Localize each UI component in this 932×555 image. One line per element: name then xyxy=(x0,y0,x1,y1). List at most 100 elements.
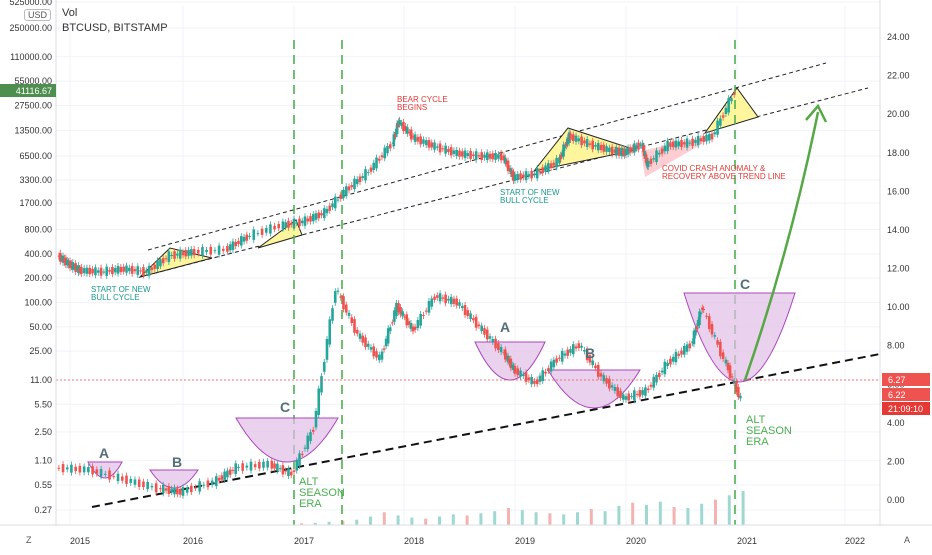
btc-candle xyxy=(60,257,63,259)
btc-candle xyxy=(460,151,464,157)
alt-candle xyxy=(594,365,597,369)
btc-candle xyxy=(682,142,686,145)
btc-candle xyxy=(298,218,301,227)
auto-scale-toggle[interactable]: A xyxy=(904,535,910,545)
btc-candle xyxy=(153,264,157,269)
btc-candle xyxy=(441,148,445,150)
btc-candle xyxy=(477,155,481,157)
alt-candle xyxy=(65,467,69,470)
annotation-start-bull-1: START OF NEW BULL CYCLE xyxy=(91,285,151,302)
alt-candle xyxy=(262,461,265,468)
volume-bar xyxy=(520,510,524,525)
volume-bar xyxy=(714,499,717,525)
zoom-toggle[interactable]: Z xyxy=(26,535,32,545)
alt-candle xyxy=(494,338,497,349)
btc-candle xyxy=(427,139,431,148)
btc-candle xyxy=(406,127,409,134)
alt-candle xyxy=(249,461,253,471)
currency-badge[interactable]: USD xyxy=(24,9,52,21)
btc-candle xyxy=(555,157,558,168)
alt-candle xyxy=(154,483,158,493)
btc-candle xyxy=(502,155,506,161)
alt-candle xyxy=(707,316,711,330)
alt-candle xyxy=(535,379,539,385)
right-axis-tick: 12.00 xyxy=(887,264,910,274)
annotation-covid: COVID CRASH ANOMALY & RECOVERY ABOVE TREN… xyxy=(662,164,786,181)
alt-candle xyxy=(333,291,337,303)
alt-candle xyxy=(436,295,439,298)
alt-candle xyxy=(322,361,326,372)
alt-candle xyxy=(116,473,120,482)
btc-candle xyxy=(164,258,168,260)
btc-candle xyxy=(727,98,730,113)
time-axis-tick: 2020 xyxy=(626,536,646,546)
alt-candle xyxy=(364,337,367,348)
btc-candle xyxy=(571,134,575,141)
alt-candle xyxy=(505,355,508,358)
btc-candle xyxy=(605,146,608,152)
btc-candle xyxy=(513,174,517,181)
btc-candle xyxy=(295,222,299,224)
volume-bar xyxy=(493,511,497,525)
projection-arrow xyxy=(743,111,820,381)
alt-candle xyxy=(499,346,503,353)
btc-candle xyxy=(181,252,185,256)
btc-candle xyxy=(643,152,647,155)
alt-candle xyxy=(691,341,694,344)
alt-candle xyxy=(547,368,550,371)
alt-candle xyxy=(552,359,556,368)
alt-candle xyxy=(739,395,742,399)
alt-candle xyxy=(298,453,301,467)
alt-candle xyxy=(444,294,447,304)
btc-candle xyxy=(419,136,422,145)
label-A2: A xyxy=(500,319,510,335)
btc-candle xyxy=(599,144,603,150)
alt-candle xyxy=(161,484,165,494)
btc-candle xyxy=(264,228,268,233)
time-axis-tick: 2017 xyxy=(294,536,314,546)
btc-candle xyxy=(696,136,700,146)
alt-candle xyxy=(724,359,728,364)
btc-candle xyxy=(388,144,392,149)
alt-candle xyxy=(508,358,511,364)
btc-candle xyxy=(176,253,179,256)
alt-candle xyxy=(502,352,506,354)
indicator-name[interactable]: Vol xyxy=(62,7,78,19)
btc-candle xyxy=(75,268,79,270)
btc-candle xyxy=(413,134,417,142)
btc-candle xyxy=(217,245,221,255)
alt-candle xyxy=(422,314,425,316)
alt-candle xyxy=(571,344,575,355)
right-axis-tick: 18.00 xyxy=(887,148,910,158)
left-axis-tick: 250000.00 xyxy=(9,23,52,33)
btc-candle xyxy=(608,147,611,152)
btc-candle xyxy=(411,136,415,138)
btc-candle xyxy=(306,218,310,222)
volume-bar xyxy=(562,514,566,525)
alt-candle xyxy=(328,319,332,345)
alt-candle xyxy=(395,302,398,317)
alt-candle xyxy=(146,482,149,489)
annotation-start-bull-2: START OF NEW BULL CYCLE xyxy=(500,188,560,205)
btc-candle xyxy=(716,120,719,135)
alt-candle xyxy=(57,467,61,469)
right-axis-tick: 0.00 xyxy=(887,495,905,505)
volume-bar xyxy=(451,514,455,525)
alt-candle xyxy=(306,435,310,450)
btc-candle xyxy=(314,213,318,220)
alt-candle xyxy=(506,355,510,363)
left-axis-tick: 0.27 xyxy=(34,505,52,515)
btc-candle xyxy=(613,149,617,153)
btc-candle xyxy=(449,147,453,156)
alt-candle xyxy=(710,323,714,335)
btc-candle xyxy=(645,157,649,166)
left-axis-tick: 5.50 xyxy=(34,399,52,409)
btc-candle xyxy=(547,163,550,172)
btc-candle xyxy=(436,146,439,148)
volume-bar xyxy=(438,516,441,525)
left-axis-tick: 11.00 xyxy=(30,375,52,385)
volume-bar xyxy=(465,515,469,525)
alt-candle xyxy=(424,310,428,312)
volume-bar xyxy=(589,509,593,525)
left-axis-tick: 800.00 xyxy=(24,225,52,235)
